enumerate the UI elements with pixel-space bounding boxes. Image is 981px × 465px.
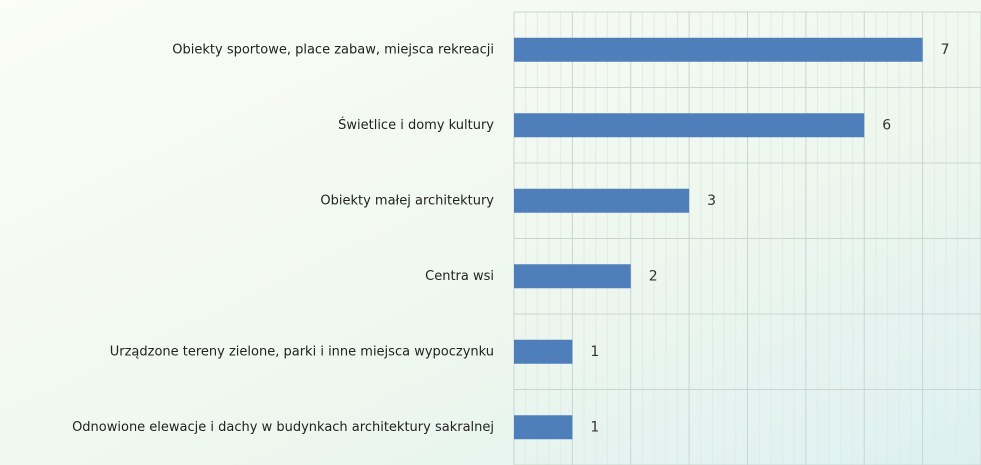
y-tick-label: Odnowione elewacje i dachy w budynkach a… (72, 420, 494, 435)
value-label: 6 (882, 117, 891, 133)
bar (514, 339, 573, 364)
y-tick-label: Świetlice i domy kultury (338, 117, 494, 133)
value-label: 3 (707, 193, 716, 209)
bar (514, 113, 865, 138)
value-label: 7 (941, 42, 950, 58)
y-tick-label: Urządzone tereny zielone, parki i inne m… (110, 344, 494, 359)
value-label: 1 (590, 419, 599, 435)
y-tick-label: Obiekty sportowe, place zabaw, miejsca r… (172, 42, 494, 57)
bar (514, 415, 573, 440)
value-label: 1 (590, 344, 599, 360)
bar (514, 264, 631, 289)
value-label: 2 (649, 268, 658, 284)
marks: Obiekty sportowe, place zabaw, miejsca r… (72, 37, 950, 440)
y-tick-label: Obiekty małej architektury (320, 193, 494, 208)
y-tick-label: Centra wsi (425, 269, 494, 284)
grid (513, 11, 981, 465)
bar (514, 37, 923, 62)
bar (514, 188, 690, 213)
